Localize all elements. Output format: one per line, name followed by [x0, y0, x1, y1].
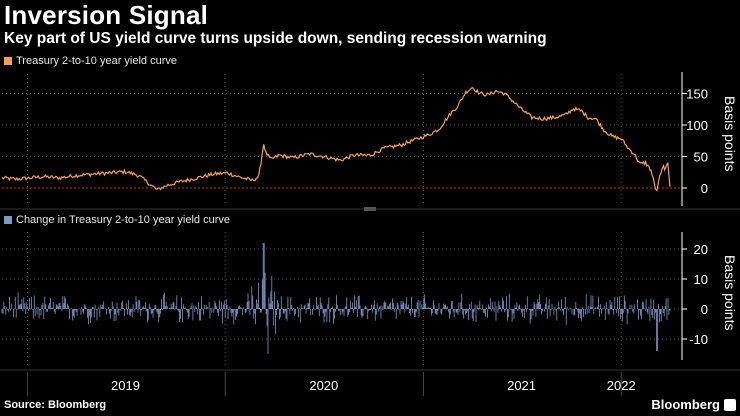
- legend-level: Treasury 2-to-10 year yield curve: [4, 55, 177, 67]
- legend-label-change: Change in Treasury 2-to-10 year yield cu…: [16, 214, 230, 226]
- legend-swatch-change: [4, 216, 12, 224]
- chart-subtitle: Key part of US yield curve turns upside …: [4, 30, 547, 47]
- x-tick-label-2019: 2019: [111, 378, 140, 393]
- legend-label-level: Treasury 2-to-10 year yield curve: [16, 55, 177, 67]
- ylabel-top: Basis points: [722, 96, 738, 172]
- brand-name: Bloomberg: [651, 397, 720, 412]
- legend-swatch-level: [4, 57, 12, 65]
- tick-label-top-1: 50: [694, 150, 708, 165]
- tick-label-bottom-3: 20: [694, 242, 708, 257]
- source-note: Source: Bloomberg: [4, 399, 107, 411]
- chart-title: Inversion Signal: [4, 0, 209, 30]
- tick-label-bottom-2: 10: [694, 272, 708, 287]
- tick-label-top-0: 0: [701, 181, 708, 196]
- tick-label-bottom-0: -10: [689, 332, 708, 347]
- legend-change: Change in Treasury 2-to-10 year yield cu…: [4, 214, 230, 226]
- tick-label-bottom-1: 0: [701, 302, 708, 317]
- brand-logo-icon: [724, 399, 736, 411]
- series-bars-daily-change: [1, 243, 671, 354]
- x-tick-label-2021: 2021: [507, 378, 536, 393]
- x-tick-label-2022: 2022: [607, 378, 636, 393]
- ylabel-bottom: Basis points: [722, 255, 738, 331]
- series-line-yield-curve: [1, 86, 671, 192]
- panel-resize-handle: [364, 207, 376, 211]
- x-tick-label-2020: 2020: [309, 378, 338, 393]
- tick-label-top-3: 150: [686, 87, 708, 102]
- tick-label-top-2: 100: [686, 118, 708, 133]
